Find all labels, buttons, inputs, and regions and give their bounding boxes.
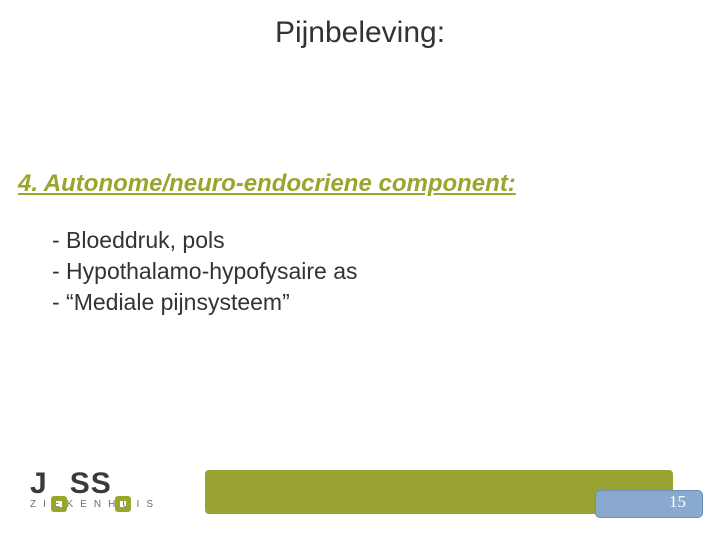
section-heading: 4. Autonome/neuro-endocriene component:: [18, 170, 516, 198]
logo-wordmark: J SS: [30, 467, 160, 501]
slide: Pijnbeleving: 4. Autonome/neuro-endocrie…: [0, 0, 720, 540]
list-item: - Hypothalamo-hypofysaire as: [52, 256, 358, 287]
footer: J SS ZIEKENHUIS 15: [0, 452, 720, 518]
page-number: 15: [669, 492, 686, 512]
slide-title: Pijnbeleving:: [0, 16, 720, 50]
logo: J SS ZIEKENHUIS: [30, 467, 160, 510]
list-item: - “Mediale pijnsysteem”: [52, 287, 358, 318]
logo-letter: SS: [70, 467, 112, 500]
bullet-list: - Bloeddruk, pols - Hypothalamo-hypofysa…: [52, 225, 358, 318]
logo-subtitle: ZIEKENHUIS: [30, 499, 160, 510]
logo-letter: J: [30, 467, 48, 500]
list-item: - Bloeddruk, pols: [52, 225, 358, 256]
footer-bar-blue: [595, 490, 703, 518]
